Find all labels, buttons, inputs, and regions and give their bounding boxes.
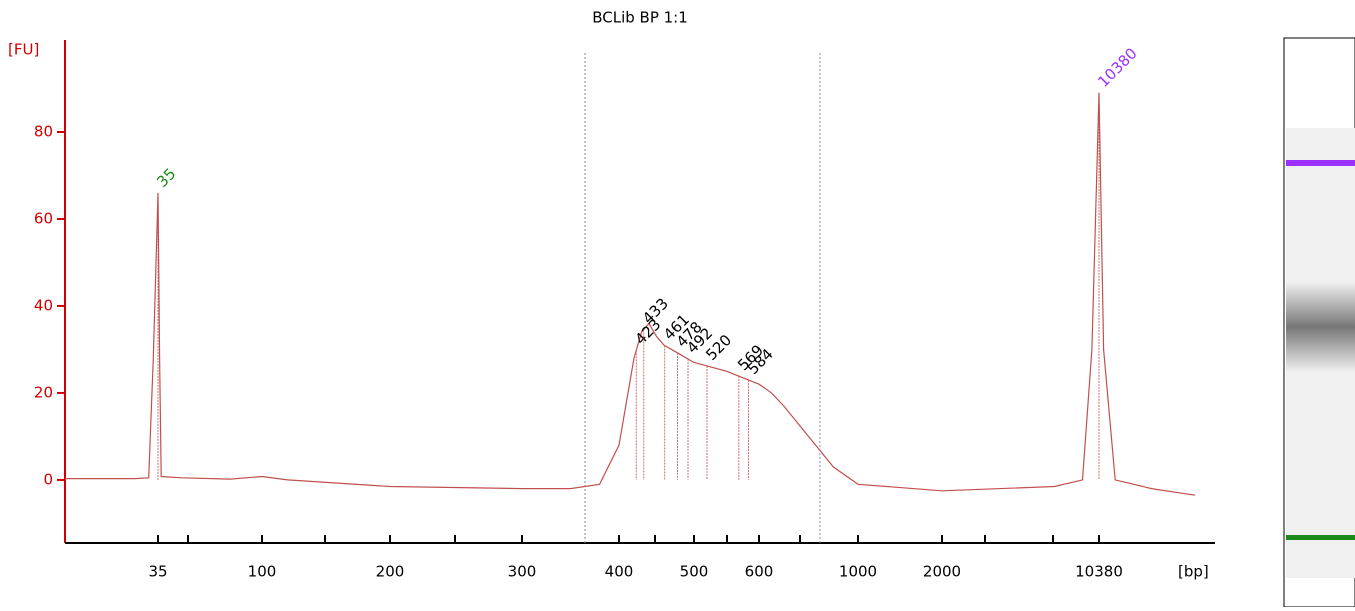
y-tick-label: 20 <box>34 383 53 401</box>
x-tick-label: 600 <box>745 563 774 581</box>
x-axis-label: [bp] <box>1178 563 1209 581</box>
y-tick-label: 0 <box>43 470 53 488</box>
gel-band-lower <box>1286 535 1355 540</box>
x-tick-label: 500 <box>680 563 709 581</box>
y-axis-label: [FU] <box>8 41 39 59</box>
y-tick-label: 80 <box>34 122 53 140</box>
x-tick-label: 200 <box>376 563 405 581</box>
peak-label: 10380 <box>1094 44 1140 90</box>
x-tick-label: 400 <box>605 563 634 581</box>
gel-lane <box>1283 37 1355 608</box>
x-tick-label: 1000 <box>839 563 877 581</box>
peak-label: 35 <box>153 165 179 191</box>
x-tick-label: 100 <box>248 563 277 581</box>
y-tick-label: 40 <box>34 296 53 314</box>
x-tick-label: 10380 <box>1075 563 1123 581</box>
x-tick-label: 2000 <box>923 563 961 581</box>
gel-band-upper <box>1286 160 1355 166</box>
x-tick-label: 35 <box>148 563 167 581</box>
chart-title: BCLib BP 1:1 <box>592 9 688 27</box>
x-tick-label: 300 <box>508 563 537 581</box>
y-tick-label: 60 <box>34 209 53 227</box>
gel-smear <box>1286 282 1355 372</box>
trace-line <box>65 92 1196 496</box>
